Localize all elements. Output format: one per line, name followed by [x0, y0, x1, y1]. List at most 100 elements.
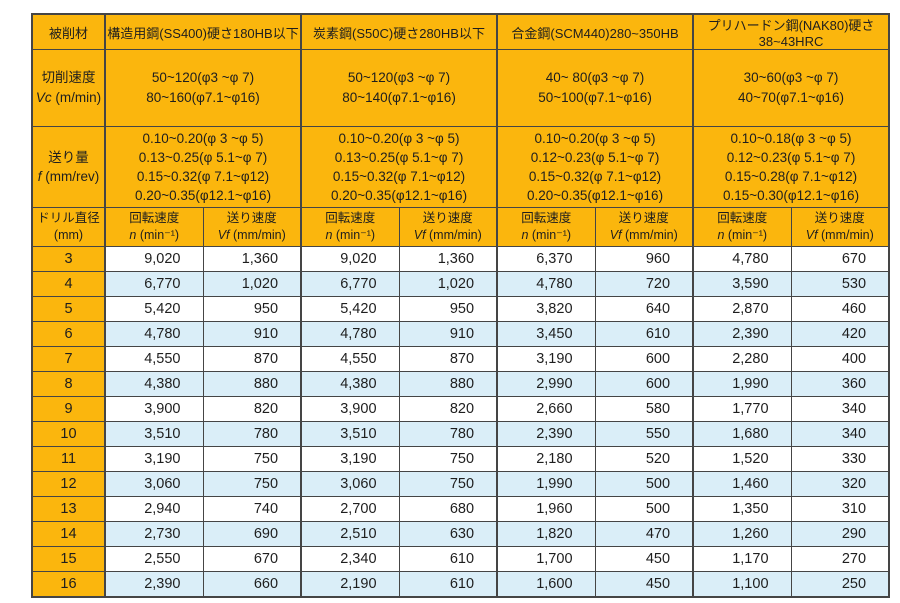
- drill-diameter-value: 3: [31, 246, 106, 272]
- drill-diameter-title: ドリル直径: [37, 211, 100, 226]
- rotation-speed-value: 6,370: [496, 246, 596, 272]
- drill-diameter-value: 13: [31, 496, 106, 522]
- cutting-conditions-table-wrap: 被削材 構造用鋼(SS400)硬さ180HB以下 炭素鋼(S50C)硬さ280H…: [31, 13, 891, 598]
- rotation-speed-value: 3,510: [300, 421, 400, 447]
- n-symbol: n: [717, 228, 725, 242]
- feed-speed-value: 780: [398, 421, 498, 447]
- feed-speed-value: 950: [202, 296, 302, 322]
- feed-speed-value: 750: [398, 471, 498, 497]
- feed-line: 0.13~0.25(φ 5.1~φ 7): [138, 149, 268, 165]
- drill-diameter-value: 16: [31, 571, 106, 598]
- table-row: 11 3,190 750 3,190 750 2,180 520 1,520 330: [31, 446, 890, 472]
- rotation-speed-value: 3,060: [300, 471, 400, 497]
- feed-speed-value: 310: [790, 496, 890, 522]
- feed-speed-value: 880: [202, 371, 302, 397]
- vf-unit: (mm/min): [621, 228, 678, 242]
- rotation-speed-value: 4,780: [692, 246, 792, 272]
- feed-speed-value: 720: [594, 271, 694, 297]
- feed-speed-value: 750: [202, 446, 302, 472]
- drill-diameter-value: 6: [31, 321, 106, 347]
- feed-speed-value: 820: [202, 396, 302, 422]
- feed-speed-title: 送り速度: [814, 211, 865, 226]
- feed-rate-ss400: 0.10~0.20(φ 3 ~φ 5) 0.13~0.25(φ 5.1~φ 7)…: [103, 126, 302, 208]
- feed-speed-value: 660: [202, 571, 302, 598]
- feed-speed-value: 880: [398, 371, 498, 397]
- feed-speed-unit-line: Vf (mm/min): [204, 227, 300, 244]
- table-row: 10 3,510 780 3,510 780 2,390 550 1,680 340: [31, 421, 890, 447]
- rotation-speed-value: 1,680: [692, 421, 792, 447]
- vf-symbol: Vf: [805, 228, 818, 242]
- f-symbol: f: [37, 169, 42, 184]
- feed-line: 0.15~0.32(φ 7.1~φ12): [136, 169, 270, 184]
- feed-speed-value: 530: [790, 271, 890, 297]
- vc-line: 40~70(φ7.1~φ16): [737, 90, 845, 105]
- drill-diameter-value: 14: [31, 521, 106, 547]
- feed-line: 0.20~0.35(φ12.1~φ16): [134, 188, 272, 204]
- feed-speed-title: 送り速度: [226, 211, 277, 226]
- rotation-speed-value: 3,590: [692, 271, 792, 297]
- sub-header-row: ドリル直径 (mm) 回転速度 n (min⁻¹) 送り速度 Vf (mm/mi…: [31, 207, 890, 247]
- rotation-speed-value: 9,020: [300, 246, 400, 272]
- drill-diameter-value: 7: [31, 346, 106, 372]
- rotation-speed-value: 6,770: [300, 271, 400, 297]
- material-header-s50c: 炭素鋼(S50C)硬さ280HB以下: [300, 13, 498, 50]
- feed-speed-value: 600: [594, 371, 694, 397]
- rotation-speed-value: 4,780: [104, 321, 204, 347]
- rotation-speed-value: 6,770: [104, 271, 204, 297]
- feed-speed-value: 780: [202, 421, 302, 447]
- feed-rate-s50c: 0.10~0.20(φ 3 ~φ 5) 0.13~0.25(φ 5.1~φ 7)…: [300, 126, 498, 208]
- feed-speed-unit-line: Vf (mm/min): [596, 227, 692, 244]
- rotation-speed-value: 1,260: [692, 521, 792, 547]
- rotation-speed-value: 2,940: [104, 496, 204, 522]
- rotation-speed-value: 5,420: [104, 296, 204, 322]
- rotation-title: 回転速度: [521, 211, 572, 226]
- rotation-speed-header: 回転速度 n (min⁻¹): [496, 207, 596, 247]
- feed-rate-unit-line: f (mm/rev): [33, 167, 104, 186]
- material-header-ss400: 構造用鋼(SS400)硬さ180HB以下: [103, 13, 302, 50]
- cutting-speed-label: 切削速度 Vc (m/min): [31, 49, 106, 127]
- feed-line: 0.15~0.30(φ12.1~φ16): [722, 188, 860, 204]
- feed-line: 0.15~0.28(φ 7.1~φ12): [724, 169, 858, 184]
- rotation-speed-value: 2,390: [104, 571, 204, 598]
- rotation-unit-line: n (min⁻¹): [499, 227, 594, 244]
- material-header-scm440: 合金鋼(SCM440)280~350HB: [496, 13, 694, 50]
- rotation-title: 回転速度: [717, 211, 768, 226]
- feed-line: 0.10~0.20(φ 3 ~φ 5): [142, 130, 264, 146]
- rotation-speed-value: 2,660: [496, 396, 596, 422]
- rotation-speed-value: 3,190: [104, 446, 204, 472]
- rotation-speed-value: 4,380: [300, 371, 400, 397]
- rotation-speed-value: 2,510: [300, 521, 400, 547]
- rotation-speed-value: 4,550: [104, 346, 204, 372]
- cutting-speed-title: 切削速度: [41, 69, 96, 85]
- feed-line: 0.12~0.23(φ 5.1~φ 7): [530, 149, 660, 165]
- feed-speed-header: 送り速度 Vf (mm/min): [594, 207, 694, 247]
- feed-speed-value: 330: [790, 446, 890, 472]
- rotation-unit-line: n (min⁻¹): [303, 227, 398, 244]
- feed-speed-value: 1,020: [202, 271, 302, 297]
- vc-unit: (m/min): [51, 90, 102, 105]
- feed-speed-value: 950: [398, 296, 498, 322]
- feed-speed-unit-line: Vf (mm/min): [400, 227, 496, 244]
- feed-speed-value: 520: [594, 446, 694, 472]
- table-row: 7 4,550 870 4,550 870 3,190 600 2,280 400: [31, 346, 890, 372]
- feed-speed-value: 550: [594, 421, 694, 447]
- feed-speed-header: 送り速度 Vf (mm/min): [202, 207, 302, 247]
- feed-line: 0.15~0.32(φ 7.1~φ12): [528, 169, 662, 184]
- rotation-speed-value: 1,460: [692, 471, 792, 497]
- vc-line: 40~ 80(φ3 ~φ 7): [545, 69, 645, 85]
- drill-diameter-value: 15: [31, 546, 106, 572]
- feed-speed-value: 420: [790, 321, 890, 347]
- feed-speed-value: 870: [202, 346, 302, 372]
- feed-speed-value: 630: [398, 521, 498, 547]
- drill-diameter-value: 5: [31, 296, 106, 322]
- feed-speed-value: 670: [790, 246, 890, 272]
- table-row: 8 4,380 880 4,380 880 2,990 600 1,990 360: [31, 371, 890, 397]
- feed-speed-value: 1,360: [202, 246, 302, 272]
- workpiece-material-label: 被削材: [31, 13, 106, 50]
- feed-speed-value: 750: [398, 446, 498, 472]
- rotation-speed-value: 2,390: [496, 421, 596, 447]
- rotation-speed-value: 1,990: [692, 371, 792, 397]
- f-unit: (mm/rev): [41, 169, 100, 184]
- vf-unit: (mm/min): [425, 228, 482, 242]
- feed-speed-value: 400: [790, 346, 890, 372]
